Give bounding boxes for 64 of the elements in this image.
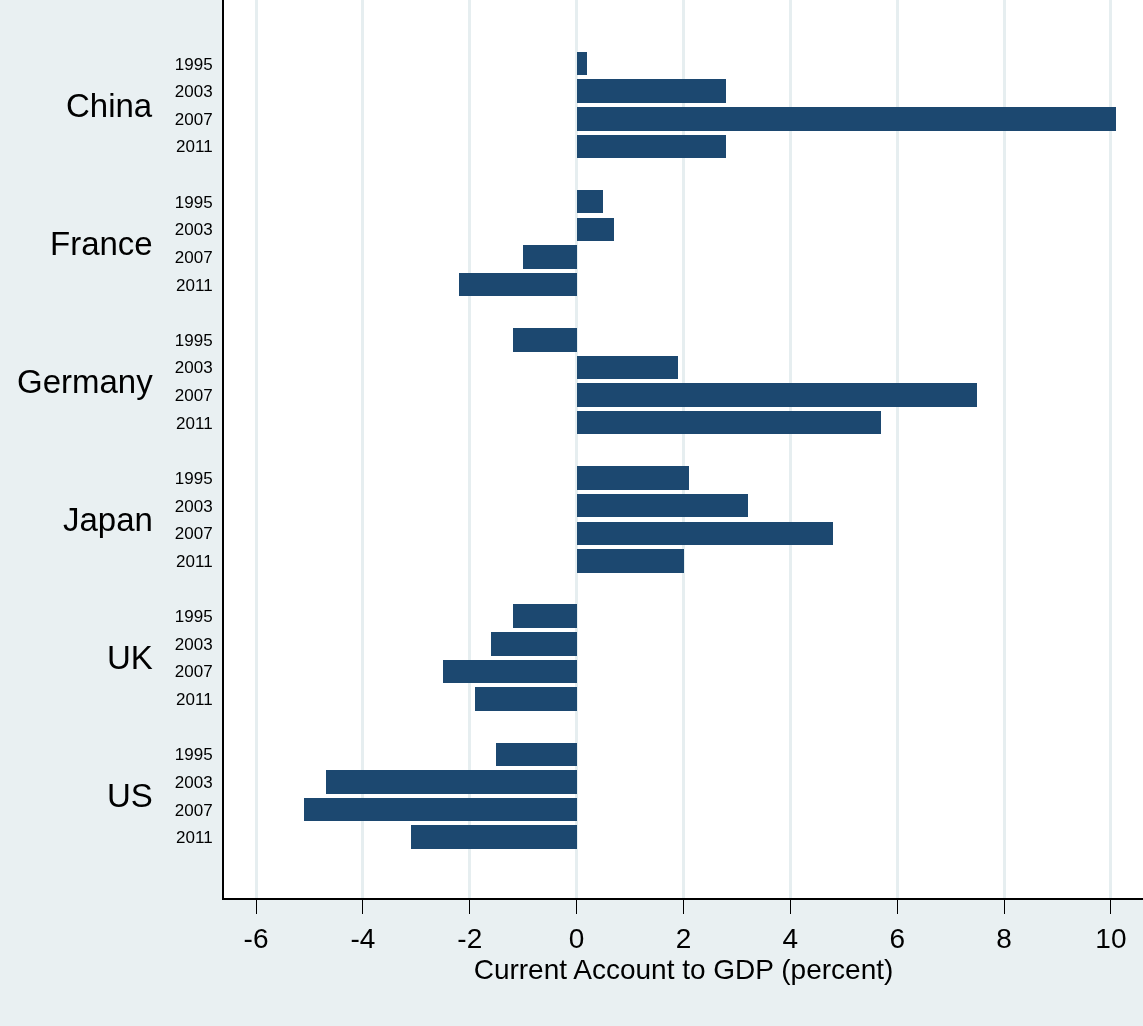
bar bbox=[326, 770, 577, 794]
x-tick-label: -4 bbox=[350, 922, 376, 954]
y-tick-label: 2011 bbox=[176, 551, 213, 571]
bar bbox=[577, 549, 684, 573]
y-tick-label: 2003 bbox=[174, 220, 213, 240]
bar bbox=[577, 135, 726, 158]
y-tick-label: 2011 bbox=[176, 137, 213, 157]
bar bbox=[513, 604, 577, 628]
bar bbox=[577, 356, 678, 379]
bar bbox=[513, 328, 577, 352]
y-tick-label: 1995 bbox=[174, 330, 213, 350]
bar bbox=[459, 273, 577, 296]
y-tick-label: 2007 bbox=[174, 524, 213, 544]
x-axis-title: Current Account to GDP (percent) bbox=[473, 953, 894, 985]
bar bbox=[577, 522, 833, 545]
bar bbox=[577, 466, 689, 490]
bar bbox=[577, 79, 726, 103]
bar bbox=[577, 190, 603, 213]
x-tick-label: 10 bbox=[1095, 922, 1127, 954]
y-tick-label: 2003 bbox=[174, 496, 213, 516]
bar bbox=[577, 107, 1116, 131]
bar bbox=[411, 825, 577, 849]
bar bbox=[491, 632, 577, 656]
y-tick-label: 2003 bbox=[174, 772, 213, 792]
y-tick-label: 1995 bbox=[174, 468, 213, 488]
y-tick-label: 2003 bbox=[174, 82, 213, 102]
bar bbox=[577, 52, 587, 75]
x-tick-label: 8 bbox=[996, 922, 1012, 954]
text: US bbox=[107, 777, 153, 814]
x-tick-label: 4 bbox=[782, 922, 799, 954]
text: UK bbox=[107, 639, 153, 676]
y-tick-label: 2003 bbox=[174, 358, 213, 378]
x-tick-label: -2 bbox=[457, 922, 483, 954]
text: France bbox=[50, 225, 153, 262]
bar bbox=[577, 383, 977, 407]
y-tick-label: 2007 bbox=[174, 247, 213, 267]
y-tick-label: 1995 bbox=[174, 607, 213, 627]
x-tick-label: 2 bbox=[675, 922, 692, 954]
bar bbox=[577, 494, 748, 517]
y-tick-label: 1995 bbox=[174, 54, 213, 74]
bar bbox=[443, 660, 577, 683]
y-tick-label: 2007 bbox=[174, 386, 213, 406]
x-tick-label: 6 bbox=[889, 922, 906, 954]
y-tick-label: 2011 bbox=[176, 413, 213, 433]
bar bbox=[475, 687, 577, 711]
text: Japan bbox=[63, 501, 153, 538]
y-tick-label: 1995 bbox=[174, 745, 213, 765]
x-tick-label: -6 bbox=[243, 922, 269, 954]
y-tick-label: 2007 bbox=[174, 662, 213, 682]
y-tick-label: 2003 bbox=[174, 634, 213, 654]
y-tick-label: 2011 bbox=[176, 828, 213, 848]
x-tick-label: 0 bbox=[568, 922, 585, 954]
bar bbox=[523, 245, 577, 269]
y-tick-label: 1995 bbox=[174, 192, 213, 212]
y-tick-label: 2007 bbox=[174, 109, 213, 129]
bar bbox=[496, 743, 577, 766]
bar bbox=[577, 411, 881, 434]
y-tick-label: 2007 bbox=[174, 800, 213, 820]
bar bbox=[577, 218, 614, 241]
y-tick-label: 2011 bbox=[176, 690, 213, 710]
text: Germany bbox=[17, 363, 154, 400]
bar bbox=[304, 798, 577, 821]
y-tick-label: 2011 bbox=[176, 275, 213, 295]
text: China bbox=[66, 87, 153, 124]
